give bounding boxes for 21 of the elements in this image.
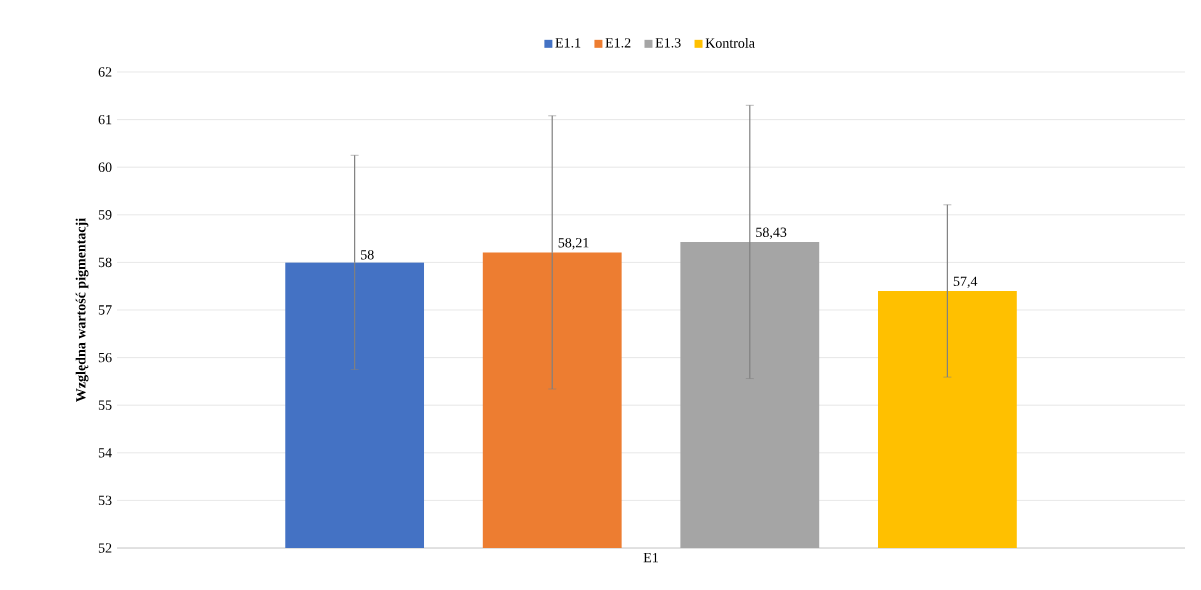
y-tick-label: 55 <box>98 400 112 410</box>
legend-label: E1.1 <box>555 38 581 48</box>
y-axis-title: Względna wartość pigmentacji <box>75 218 89 402</box>
y-tick-label: 52 <box>98 543 112 553</box>
y-tick-label: 56 <box>98 352 112 363</box>
y-tick-label: 61 <box>98 114 112 125</box>
data-label: 58,43 <box>756 227 787 239</box>
x-tick-label: E1 <box>643 552 658 563</box>
legend-label: Kontrola <box>705 37 755 48</box>
data-label: 58 <box>361 250 374 260</box>
legend-label: E1.2 <box>605 38 631 48</box>
data-label: 57,4 <box>953 276 978 289</box>
y-tick-label: 57 <box>98 305 112 315</box>
y-tick-label: 53 <box>98 495 112 506</box>
y-tick-label: 60 <box>98 162 112 172</box>
legend-label: E1.3 <box>655 38 681 48</box>
data-label: 58,21 <box>558 238 589 250</box>
y-tick-label: 62 <box>98 67 112 77</box>
y-tick-label: 59 <box>98 210 112 220</box>
y-tick-label: 54 <box>98 448 112 458</box>
y-tick-label: 58 <box>98 257 112 268</box>
